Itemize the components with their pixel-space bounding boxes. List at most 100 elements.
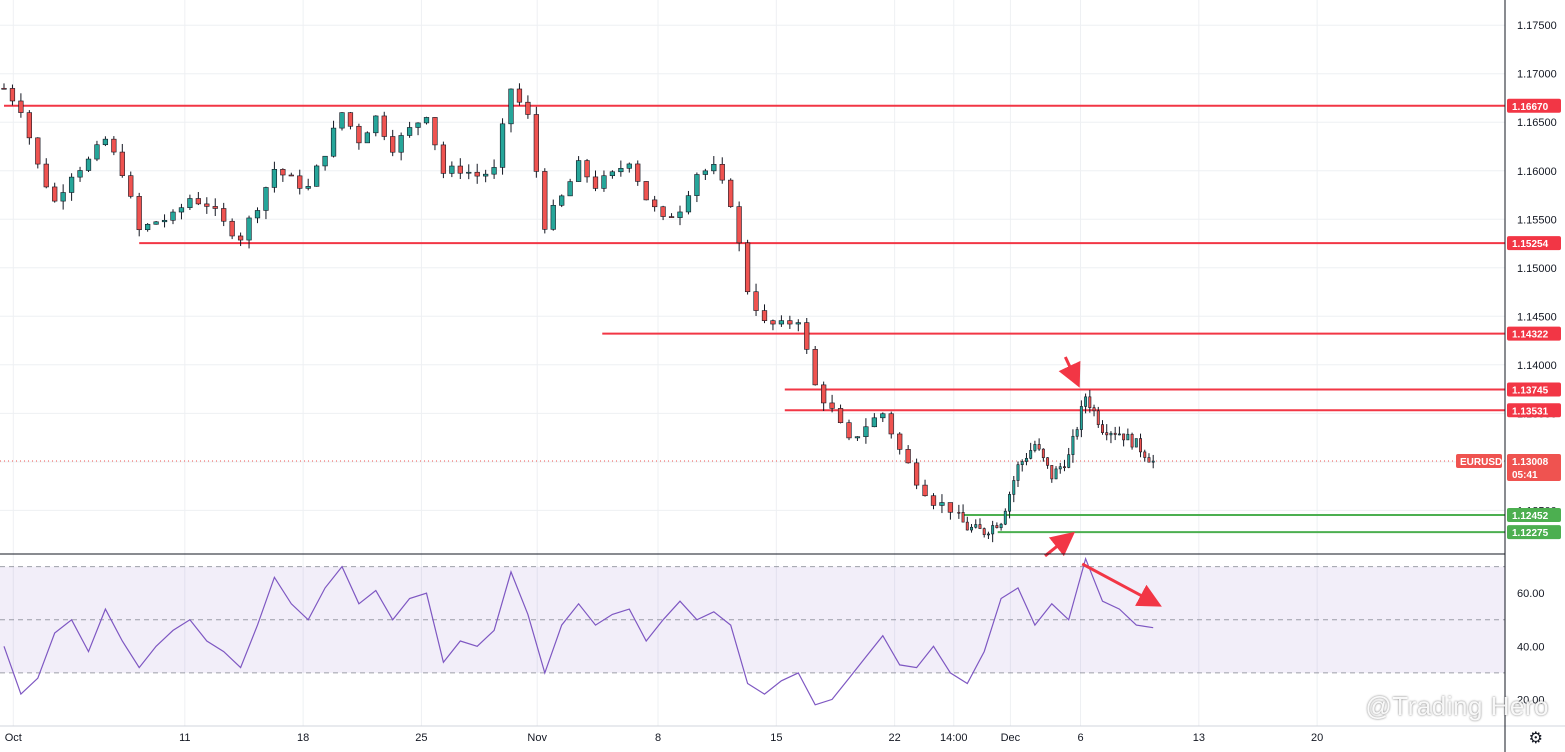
candle [1063, 459, 1066, 472]
candle-body [26, 112, 32, 139]
candle-body [1130, 433, 1134, 448]
horizontal-levels[interactable] [0, 104, 1505, 534]
candle [474, 163, 480, 184]
oscillator-tick-label: 20.00 [1517, 694, 1545, 706]
candle [1046, 457, 1050, 469]
candles [1, 83, 1155, 543]
candle-body [237, 235, 244, 241]
level-tag-label: 1.13745 [1512, 386, 1549, 397]
candle-body [1050, 465, 1054, 480]
candle [1041, 448, 1045, 462]
candle-body [85, 158, 92, 171]
candle-body [195, 198, 201, 205]
candle [1075, 426, 1079, 440]
candle [449, 161, 455, 178]
candle-body [1012, 480, 1016, 495]
candle [618, 160, 624, 177]
candle [978, 518, 982, 529]
candle [1071, 429, 1075, 463]
candle [119, 143, 125, 178]
candle-body [1058, 466, 1062, 470]
candle [542, 168, 548, 234]
candle-body [68, 176, 75, 193]
level-tag [1507, 382, 1561, 397]
candle-body [1046, 457, 1050, 466]
candle-body [1063, 466, 1066, 469]
candle-body [364, 132, 370, 144]
level-tag [1507, 525, 1561, 540]
price-tick-label: 1.17500 [1517, 20, 1557, 32]
candle [322, 155, 328, 171]
candle [390, 129, 396, 157]
price-tick-label: 1.15500 [1517, 214, 1557, 226]
candle [153, 221, 159, 225]
candle [406, 121, 413, 138]
candle-body [1134, 438, 1138, 448]
candle-body [339, 112, 345, 129]
candle [804, 318, 810, 354]
candle [288, 172, 294, 177]
candle [1058, 462, 1062, 474]
candle [305, 178, 311, 191]
candle [516, 83, 523, 106]
candle-body [525, 101, 531, 115]
candle [1109, 431, 1113, 444]
candle [280, 168, 286, 182]
candle-body [1016, 464, 1020, 481]
candle [1147, 453, 1151, 463]
candle-body [1020, 461, 1024, 465]
candle-body [466, 171, 472, 174]
symbol-tag-label: EURUSD [1460, 457, 1502, 468]
candle-body [1092, 407, 1096, 412]
oscillator-tick-label: 60.00 [1517, 588, 1545, 600]
candle-body [145, 223, 151, 231]
candle-body [406, 127, 413, 136]
price-tags: 1.16670 1.15254 1.14322 1.13745 1.13531 1.124… [1456, 98, 1561, 540]
candle [381, 111, 387, 141]
candle [525, 95, 531, 119]
candle [1096, 406, 1100, 428]
candle [965, 516, 969, 531]
candle-body [440, 144, 447, 174]
candle-body [592, 176, 599, 189]
arrow-oscillator [1081, 562, 1162, 607]
candle-body [618, 168, 624, 173]
candle-body [1113, 432, 1117, 435]
candle [246, 215, 252, 249]
oscillator-band [0, 566, 1505, 674]
candle [1003, 508, 1007, 526]
candle [711, 156, 717, 175]
candle [136, 192, 142, 237]
candle [466, 164, 472, 180]
candle-body [995, 525, 999, 529]
candle [254, 207, 261, 224]
candle [145, 223, 151, 232]
candle-body [821, 384, 827, 404]
symbol-tag [1456, 454, 1502, 469]
candle-body [913, 462, 920, 486]
candle [1143, 449, 1147, 462]
candle [35, 137, 41, 169]
candle [271, 161, 278, 193]
candle [922, 479, 928, 497]
candle-body [609, 171, 616, 177]
candle-body [229, 220, 235, 237]
candle [1084, 393, 1088, 414]
level-tag [1507, 98, 1561, 113]
time-tick-label: 22 [889, 732, 901, 744]
gear-icon[interactable]: ⚙ [1528, 728, 1543, 747]
candle [68, 173, 75, 201]
candle [1151, 454, 1155, 469]
candle [1033, 440, 1037, 453]
candle [592, 170, 599, 192]
time-tick-label: 6 [1077, 732, 1083, 744]
candle-body [381, 115, 387, 137]
candle-body [922, 484, 928, 497]
candle-body [1075, 429, 1079, 437]
oscillator-tick-label: 40.00 [1517, 641, 1545, 653]
candle [1029, 442, 1033, 460]
candle-body [288, 174, 294, 177]
candle-body [982, 528, 986, 535]
candle-body [330, 127, 337, 157]
